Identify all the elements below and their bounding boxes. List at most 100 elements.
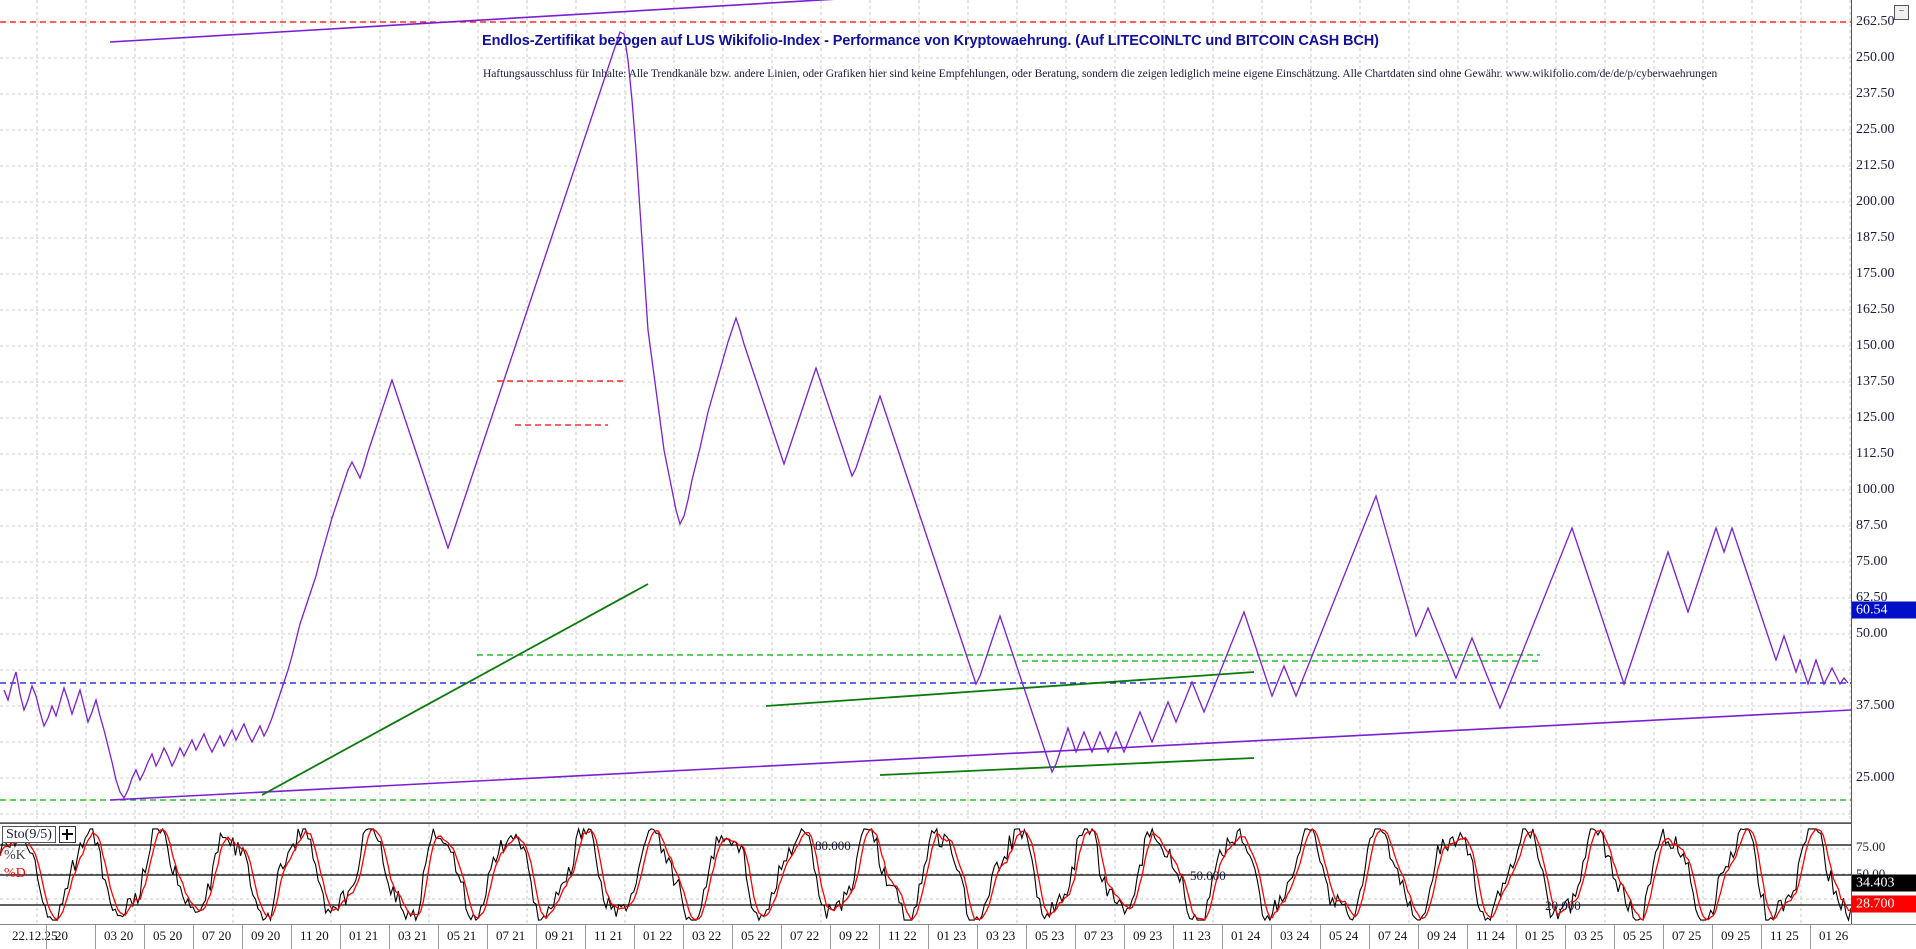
price-chart-pane[interactable]	[0, 0, 1851, 823]
indicator-legend[interactable]: Sto(9/5)	[2, 826, 76, 843]
date-tick-4: 07 20	[202, 928, 232, 943]
percent-d-label: %D	[4, 866, 26, 881]
y-tick-225: 225.00	[1856, 122, 1895, 137]
y-tick-75: 75.00	[1856, 554, 1888, 569]
date-tick-24: 11 23	[1182, 928, 1211, 943]
date-tick-30: 11 24	[1476, 928, 1505, 943]
trend-line-green-2	[765, 671, 1255, 707]
date-tick-separator	[144, 925, 145, 949]
date-tick-separator	[1418, 925, 1419, 949]
percent-k-label: %K	[4, 848, 26, 863]
date-tick-34: 07 25	[1672, 928, 1702, 943]
date-tick-1: 20	[55, 928, 68, 943]
disclaimer-text: Haftungsausschluss für Inhalte: Alle Tre…	[483, 68, 1718, 80]
date-tick-separator	[536, 925, 537, 949]
horizontal-gridlines	[0, 21, 1851, 815]
date-tick-21: 05 23	[1035, 928, 1065, 943]
date-tick-32: 03 25	[1574, 928, 1604, 943]
date-tick-separator	[977, 925, 978, 949]
date-tick-separator	[1222, 925, 1223, 949]
date-tick-20: 03 23	[986, 928, 1016, 943]
y-tick-112: 112.50	[1856, 446, 1894, 461]
date-tick-36: 11 25	[1770, 928, 1799, 943]
date-tick-separator	[242, 925, 243, 949]
y-tick-62: 62.50	[1856, 590, 1888, 605]
date-tick-separator	[585, 925, 586, 949]
date-tick-23: 09 23	[1133, 928, 1163, 943]
date-tick-separator	[1173, 925, 1174, 949]
date-tick-22: 07 23	[1084, 928, 1114, 943]
y-tick-262: 262.50	[1856, 14, 1895, 29]
date-tick-16: 07 22	[790, 928, 820, 943]
trend-line-green-1	[261, 583, 649, 796]
level-50-label: 50.000	[1190, 868, 1226, 883]
percent-k-badge: 34.403	[1852, 874, 1916, 892]
y-tick-212: 212.50	[1856, 158, 1895, 173]
date-tick-5: 09 20	[251, 928, 281, 943]
date-tick-29: 09 24	[1427, 928, 1457, 943]
date-tick-33: 05 25	[1623, 928, 1653, 943]
date-tick-separator	[1075, 925, 1076, 949]
date-tick-separator	[291, 925, 292, 949]
y-tick-25: 25.000	[1856, 770, 1895, 785]
date-tick-separator	[1614, 925, 1615, 949]
date-tick-separator	[1369, 925, 1370, 949]
date-tick-15: 05 22	[741, 928, 771, 943]
vertical-gridlines	[36, 0, 1851, 822]
date-tick-separator	[1810, 925, 1811, 949]
minus-icon[interactable]: −	[1894, 5, 1909, 20]
date-tick-separator	[1124, 925, 1125, 949]
y-tick-250: 250.00	[1856, 50, 1895, 65]
date-tick-19: 01 23	[937, 928, 967, 943]
y-tick-150: 150.00	[1856, 338, 1895, 353]
date-tick-13: 01 22	[643, 928, 673, 943]
y-tick-200: 200.00	[1856, 194, 1895, 209]
trend-channel-upper	[109, 0, 835, 43]
date-tick-separator	[781, 925, 782, 949]
date-tick-28: 07 24	[1378, 928, 1408, 943]
date-tick-separator	[1663, 925, 1664, 949]
y-tick-100: 100.00	[1856, 482, 1895, 497]
date-tick-18: 11 22	[888, 928, 917, 943]
stochastic-indicator-pane[interactable]	[0, 823, 1851, 926]
current-price-badge: 60.54	[1852, 601, 1916, 619]
date-tick-separator	[1467, 925, 1468, 949]
plus-icon[interactable]	[58, 826, 76, 843]
date-tick-separator	[928, 925, 929, 949]
date-tick-10: 07 21	[496, 928, 526, 943]
date-tick-7: 01 21	[349, 928, 379, 943]
date-tick-37: 01 26	[1819, 928, 1849, 943]
trend-line-green-3	[879, 757, 1255, 776]
percent-d-badge: 28.700	[1852, 895, 1916, 913]
price-series-line	[3, 31, 1849, 800]
date-tick-17: 09 22	[839, 928, 869, 943]
date-tick-25: 01 24	[1231, 928, 1261, 943]
date-tick-11: 09 21	[545, 928, 575, 943]
date-tick-separator	[438, 925, 439, 949]
price-axis[interactable]: − 262.50 250.00 237.50 225.00 212.50 200…	[1851, 0, 1916, 924]
date-tick-separator	[1320, 925, 1321, 949]
percent-k-line	[0, 826, 1851, 923]
date-tick-3: 05 20	[153, 928, 183, 943]
date-tick-separator	[1761, 925, 1762, 949]
y-tick-137: 137.50	[1856, 374, 1895, 389]
page-title: Endlos-Zertifikat bezogen auf LUS Wikifo…	[482, 33, 1379, 49]
y-tick-87: 87.50	[1856, 518, 1888, 533]
date-tick-separator	[683, 925, 684, 949]
date-tick-26: 03 24	[1280, 928, 1310, 943]
date-tick-separator	[1271, 925, 1272, 949]
date-tick-separator	[487, 925, 488, 949]
date-tick-separator	[830, 925, 831, 949]
level-80-label: 80.000	[815, 838, 851, 853]
y-tick-162: 162.50	[1856, 302, 1895, 317]
date-tick-separator	[193, 925, 194, 949]
date-tick-14: 03 22	[692, 928, 722, 943]
date-tick-separator	[340, 925, 341, 949]
trend-channel-lower	[109, 709, 1851, 801]
stochastic-label[interactable]: Sto(9/5)	[2, 826, 56, 843]
y-tick-125: 125.00	[1856, 410, 1895, 425]
date-tick-12: 11 21	[594, 928, 623, 943]
date-tick-separator	[389, 925, 390, 949]
date-axis[interactable]: 22.12.25 20 03 20 05 20 07 20 09 20 11 20 01 21…	[0, 924, 1916, 949]
